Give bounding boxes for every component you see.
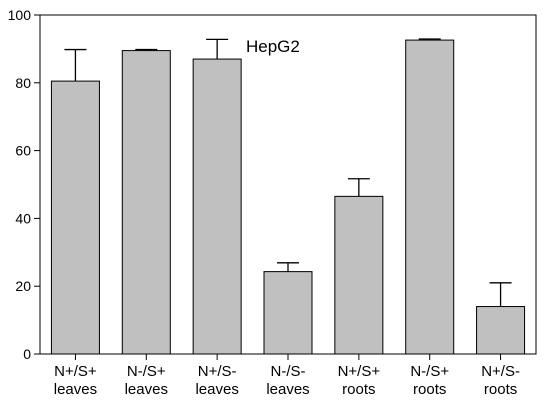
y-tick-label: 20: [15, 278, 31, 294]
x-tick-label-line: roots: [484, 381, 517, 398]
x-tick-label-line: leaves: [266, 381, 309, 398]
y-tick-label: 60: [15, 143, 31, 159]
x-tick-label-line: leaves: [195, 381, 238, 398]
bars-group: [50, 39, 526, 355]
x-tick-label: N-/S+ leaves: [125, 363, 168, 398]
x-tick-label: N+/S+ roots: [338, 363, 381, 398]
y-tick-label: 100: [8, 7, 32, 23]
error-bar-1: [64, 48, 87, 82]
error-bar-6: [418, 38, 441, 41]
x-tick-label-line: roots: [342, 381, 375, 398]
bar-7: [476, 306, 526, 355]
bar-4: [263, 271, 313, 355]
y-tick-label: 80: [15, 75, 31, 91]
x-tick-label-line: N+/S+: [54, 363, 97, 380]
x-tick-label-line: leaves: [54, 381, 97, 398]
bar-2: [121, 50, 171, 355]
bar-1: [50, 80, 100, 355]
x-tick-label-line: roots: [413, 381, 446, 398]
error-bar-4: [277, 262, 299, 272]
x-tick-label: N+/S+ leaves: [54, 363, 97, 398]
error-bar-5: [347, 178, 370, 197]
x-tick-label: N+/S-roots: [481, 363, 520, 398]
bar-6: [405, 39, 455, 355]
bar-3: [192, 58, 242, 355]
chart-annotation: HepG2: [246, 37, 300, 56]
error-bar-7: [489, 282, 512, 307]
x-tick-label-line: N+/S+: [338, 363, 381, 380]
error-bar-3: [206, 38, 229, 60]
error-bars-group: [64, 38, 512, 307]
error-bar-2: [135, 48, 158, 51]
y-axis: 0 20 40 60 80 100: [8, 7, 40, 362]
x-tick-label: N-/S-leaves: [266, 363, 309, 398]
x-tick-label-line: N-/S+: [127, 363, 166, 380]
x-tick-label: N-/S+ roots: [410, 363, 449, 398]
x-tick-label-line: N+/S-: [481, 363, 520, 380]
x-tick-label-line: leaves: [125, 381, 168, 398]
y-tick-label: 40: [15, 210, 31, 226]
x-tick-label-line: N-/S-: [271, 363, 306, 380]
x-tick-label: N+/S-leaves: [195, 363, 238, 398]
y-tick-label: 0: [23, 346, 31, 362]
x-tick-label-line: N+/S-: [198, 363, 237, 380]
bar-5: [334, 195, 384, 355]
x-tick-label-line: N-/S+: [410, 363, 449, 380]
